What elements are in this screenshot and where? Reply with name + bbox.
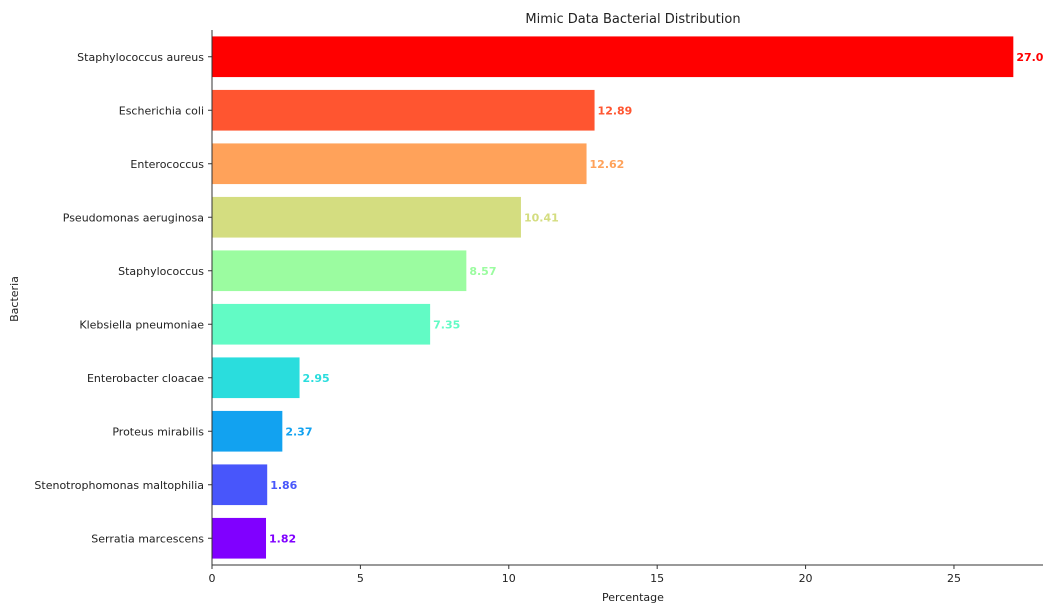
bar-enterobacter-cloacae bbox=[212, 357, 300, 399]
data-label-enterococcus: 12.62 bbox=[590, 158, 625, 171]
x-tick-label: 10 bbox=[502, 572, 516, 585]
y-tick-label-klebsiella-pneumoniae: Klebsiella pneumoniae bbox=[79, 318, 204, 331]
y-tick-label-proteus-mirabilis: Proteus mirabilis bbox=[112, 425, 204, 438]
y-tick-label-enterococcus: Enterococcus bbox=[130, 158, 204, 171]
bar-escherichia-coli bbox=[212, 89, 595, 131]
data-label-serratia-marcescens: 1.82 bbox=[269, 532, 296, 545]
x-tick-label: 0 bbox=[209, 572, 216, 585]
y-axis-label: Bacteria bbox=[8, 276, 21, 322]
bar-staphylococcus bbox=[212, 250, 467, 292]
data-label-pseudomonas-aeruginosa: 10.41 bbox=[524, 211, 559, 224]
bars-group: 27.0 12.89 12.62 10.41 8.57 7.35 2.95 2.37 1.86 1… bbox=[212, 36, 1043, 559]
data-label-staphylococcus: 8.57 bbox=[469, 265, 496, 278]
y-tick-label-escherichia-coli: Escherichia coli bbox=[119, 104, 204, 117]
bar-stenotrophomonas-maltophilia bbox=[212, 464, 268, 506]
data-label-staphylococcus-aureus: 27.0 bbox=[1016, 51, 1043, 64]
y-tick-label-staphylococcus: Staphylococcus bbox=[118, 265, 204, 278]
data-label-klebsiella-pneumoniae: 7.35 bbox=[433, 318, 460, 331]
axes-group: Staphylococcus aureus Escherichia coli Ent… bbox=[34, 30, 1043, 585]
bar-staphylococcus-aureus bbox=[212, 36, 1014, 78]
x-tick-label: 15 bbox=[650, 572, 664, 585]
data-label-escherichia-coli: 12.89 bbox=[598, 104, 633, 117]
x-tick-label: 25 bbox=[947, 572, 961, 585]
chart-title: Mimic Data Bacterial Distribution bbox=[525, 12, 740, 27]
y-tick-label-pseudomonas-aeruginosa: Pseudomonas aeruginosa bbox=[63, 211, 204, 224]
y-tick-label-stenotrophomonas-maltophilia: Stenotrophomonas maltophilia bbox=[34, 479, 204, 492]
x-axis-label: Percentage bbox=[602, 591, 664, 603]
data-label-stenotrophomonas-maltophilia: 1.86 bbox=[270, 479, 297, 492]
data-label-enterobacter-cloacae: 2.95 bbox=[303, 372, 330, 385]
y-tick-label-enterobacter-cloacae: Enterobacter cloacae bbox=[87, 372, 204, 385]
bar-serratia-marcescens bbox=[212, 517, 267, 559]
bar-enterococcus bbox=[212, 143, 587, 185]
y-tick-label-staphylococcus-aureus: Staphylococcus aureus bbox=[77, 51, 204, 64]
x-tick-label: 20 bbox=[799, 572, 813, 585]
bar-klebsiella-pneumoniae bbox=[212, 303, 431, 345]
y-tick-label-serratia-marcescens: Serratia marcescens bbox=[91, 532, 204, 545]
data-label-proteus-mirabilis: 2.37 bbox=[285, 425, 312, 438]
x-tick-label: 5 bbox=[357, 572, 364, 585]
bar-proteus-mirabilis bbox=[212, 410, 283, 452]
bar-pseudomonas-aeruginosa bbox=[212, 196, 521, 238]
